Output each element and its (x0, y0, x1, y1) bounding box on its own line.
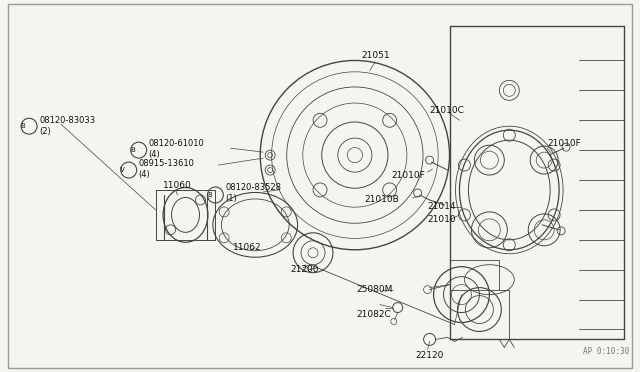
Text: 25080M: 25080M (356, 285, 392, 294)
Text: 11062: 11062 (234, 243, 262, 252)
Text: 08120-83033: 08120-83033 (39, 116, 95, 125)
Text: V: V (120, 167, 125, 173)
Text: B: B (131, 147, 135, 153)
Text: 21010F: 21010F (392, 170, 426, 180)
Text: 21082C: 21082C (356, 310, 390, 319)
Text: 08120-83528: 08120-83528 (225, 183, 282, 192)
Text: 21014: 21014 (428, 202, 456, 211)
Text: 21010: 21010 (428, 215, 456, 224)
Text: 21010C: 21010C (429, 106, 465, 115)
Text: (4): (4) (139, 170, 150, 179)
Text: 22120: 22120 (415, 351, 444, 360)
Text: B: B (207, 192, 212, 198)
Text: 21200: 21200 (290, 265, 319, 274)
Text: 21010F: 21010F (547, 139, 581, 148)
Text: (1): (1) (225, 195, 237, 203)
Text: (2): (2) (39, 127, 51, 136)
Text: B: B (20, 123, 26, 129)
Text: AP 0:10:30: AP 0:10:30 (583, 347, 629, 356)
Text: 08120-61010: 08120-61010 (148, 139, 204, 148)
Text: (4): (4) (148, 150, 161, 158)
Text: 11060: 11060 (163, 182, 191, 190)
Text: 21051: 21051 (362, 51, 390, 60)
Text: 08915-13610: 08915-13610 (139, 158, 195, 167)
Text: 21010B: 21010B (365, 195, 399, 205)
